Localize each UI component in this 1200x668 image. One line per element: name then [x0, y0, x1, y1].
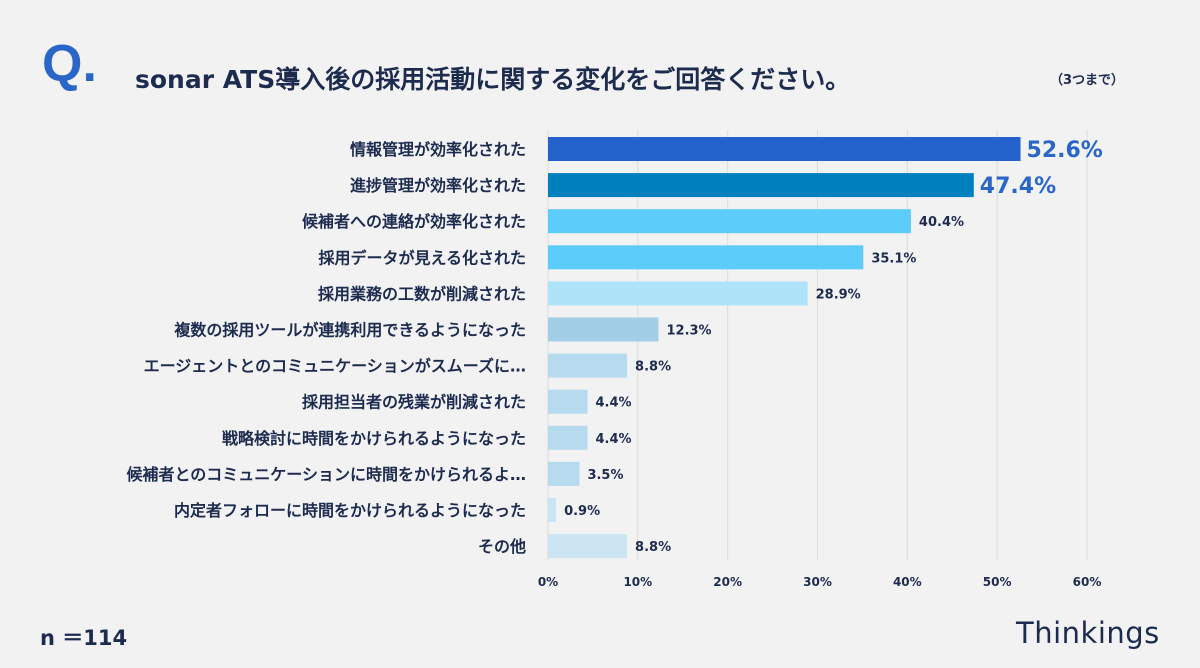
- bar: [548, 173, 974, 198]
- bar: [548, 425, 588, 450]
- category-labels: 情報管理が効率化された進捗管理が効率化された候補者への連絡が効率化された採用デー…: [126, 140, 526, 556]
- category-label: 進捗管理が効率化された: [350, 176, 526, 195]
- value-label: 12.3%: [666, 324, 711, 339]
- category-label: 内定者フォローに時間をかけられるようになった: [174, 501, 526, 520]
- bar: [548, 389, 588, 414]
- brand-logo-text: Thinkings: [1016, 616, 1160, 650]
- bar: [548, 281, 808, 306]
- category-label: 情報管理が効率化された: [350, 140, 526, 159]
- bar: [548, 498, 557, 522]
- question-mark: Q.: [42, 35, 97, 93]
- value-labels: 52.6% 47.4% 40.4% 35.1% 28.9% 12.3% 8.8% 4.4% 4.…: [564, 138, 1103, 555]
- category-label: エージェントとのコミュニケーションがスムーズに…: [144, 357, 526, 376]
- x-tick-label: 60%: [1073, 575, 1102, 589]
- category-label: 複数の採用ツールが連携利用できるようになった: [173, 321, 526, 340]
- value-label: 4.4%: [596, 432, 632, 447]
- page-title: sonar ATS導入後の採用活動に関する変化をご回答ください。: [135, 65, 851, 94]
- value-label: 4.4%: [596, 396, 632, 411]
- category-label: 採用担当者の残業が削減された: [302, 393, 526, 412]
- sample-size: n ＝114: [40, 626, 128, 650]
- category-label: 候補者への連絡が効率化された: [302, 212, 526, 231]
- bar: [548, 317, 659, 342]
- bar: [548, 245, 864, 270]
- value-label: 3.5%: [587, 468, 623, 483]
- value-label: 28.9%: [816, 287, 861, 302]
- category-label: その他: [478, 537, 526, 556]
- category-label: 採用データが見える化された: [318, 248, 526, 267]
- x-tick-label: 40%: [893, 575, 922, 589]
- bar: [548, 209, 911, 234]
- bar: [548, 461, 580, 486]
- x-tick-label: 30%: [803, 575, 832, 589]
- value-label: 35.1%: [871, 251, 916, 266]
- value-label: 52.6%: [1027, 138, 1103, 163]
- bars: [548, 137, 1021, 559]
- x-axis-ticks: 0% 10% 20% 30% 40% 50% 60%: [538, 575, 1102, 589]
- value-label: 40.4%: [919, 215, 964, 230]
- value-label: 47.4%: [980, 174, 1056, 199]
- category-label: 採用業務の工数が削減された: [318, 284, 526, 303]
- x-tick-label: 50%: [983, 575, 1012, 589]
- grid-lines: [547, 130, 1088, 560]
- value-label: 0.9%: [564, 504, 600, 519]
- bar: [548, 353, 628, 378]
- bar: [548, 137, 1021, 161]
- bar: [548, 534, 628, 559]
- category-label: 戦略検討に時間をかけられるようになった: [222, 429, 526, 448]
- value-label: 8.8%: [635, 360, 671, 375]
- x-tick-label: 10%: [623, 575, 652, 589]
- value-label: 8.8%: [635, 540, 671, 555]
- title-note: （3つまで）: [1050, 73, 1125, 88]
- category-label: 候補者とのコミュニケーションに時間をかけられるよ…: [126, 465, 526, 484]
- x-tick-label: 20%: [713, 575, 742, 589]
- x-tick-label: 0%: [538, 575, 558, 589]
